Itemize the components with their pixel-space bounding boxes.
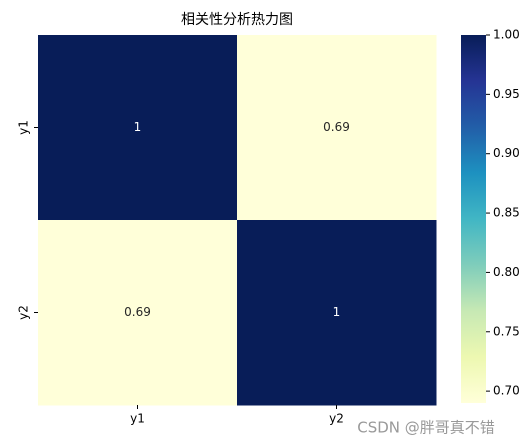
cell-label: 1 xyxy=(333,305,341,319)
chart-title: 相关性分析热力图 xyxy=(181,12,293,28)
heatmap-cell xyxy=(38,35,238,221)
y-tick-label: y2 xyxy=(17,305,31,320)
colorbar-tick-label: 0.75 xyxy=(493,324,520,338)
cell-label: 0.69 xyxy=(323,120,350,134)
cell-label: 1 xyxy=(134,120,142,134)
colorbar-tick-label: 0.85 xyxy=(493,206,520,220)
watermark: CSDN @胖哥真不错 xyxy=(357,419,495,437)
heatmap-cell xyxy=(237,220,437,406)
heatmap-cell xyxy=(38,220,238,406)
colorbar-tick-label: 0.95 xyxy=(493,87,520,101)
heatmap-cell xyxy=(237,35,437,221)
x-tick-label: y1 xyxy=(130,412,145,426)
y-tick-label: y1 xyxy=(17,120,31,135)
colorbar-tick-label: 0.80 xyxy=(493,265,520,279)
colorbar-tick-label: 0.90 xyxy=(493,146,520,160)
x-tick-label: y2 xyxy=(329,412,344,426)
colorbar-tick-label: 0.70 xyxy=(493,384,520,398)
cell-label: 0.69 xyxy=(124,305,151,319)
colorbar xyxy=(461,35,486,403)
colorbar-tick-label: 1.00 xyxy=(493,28,520,42)
